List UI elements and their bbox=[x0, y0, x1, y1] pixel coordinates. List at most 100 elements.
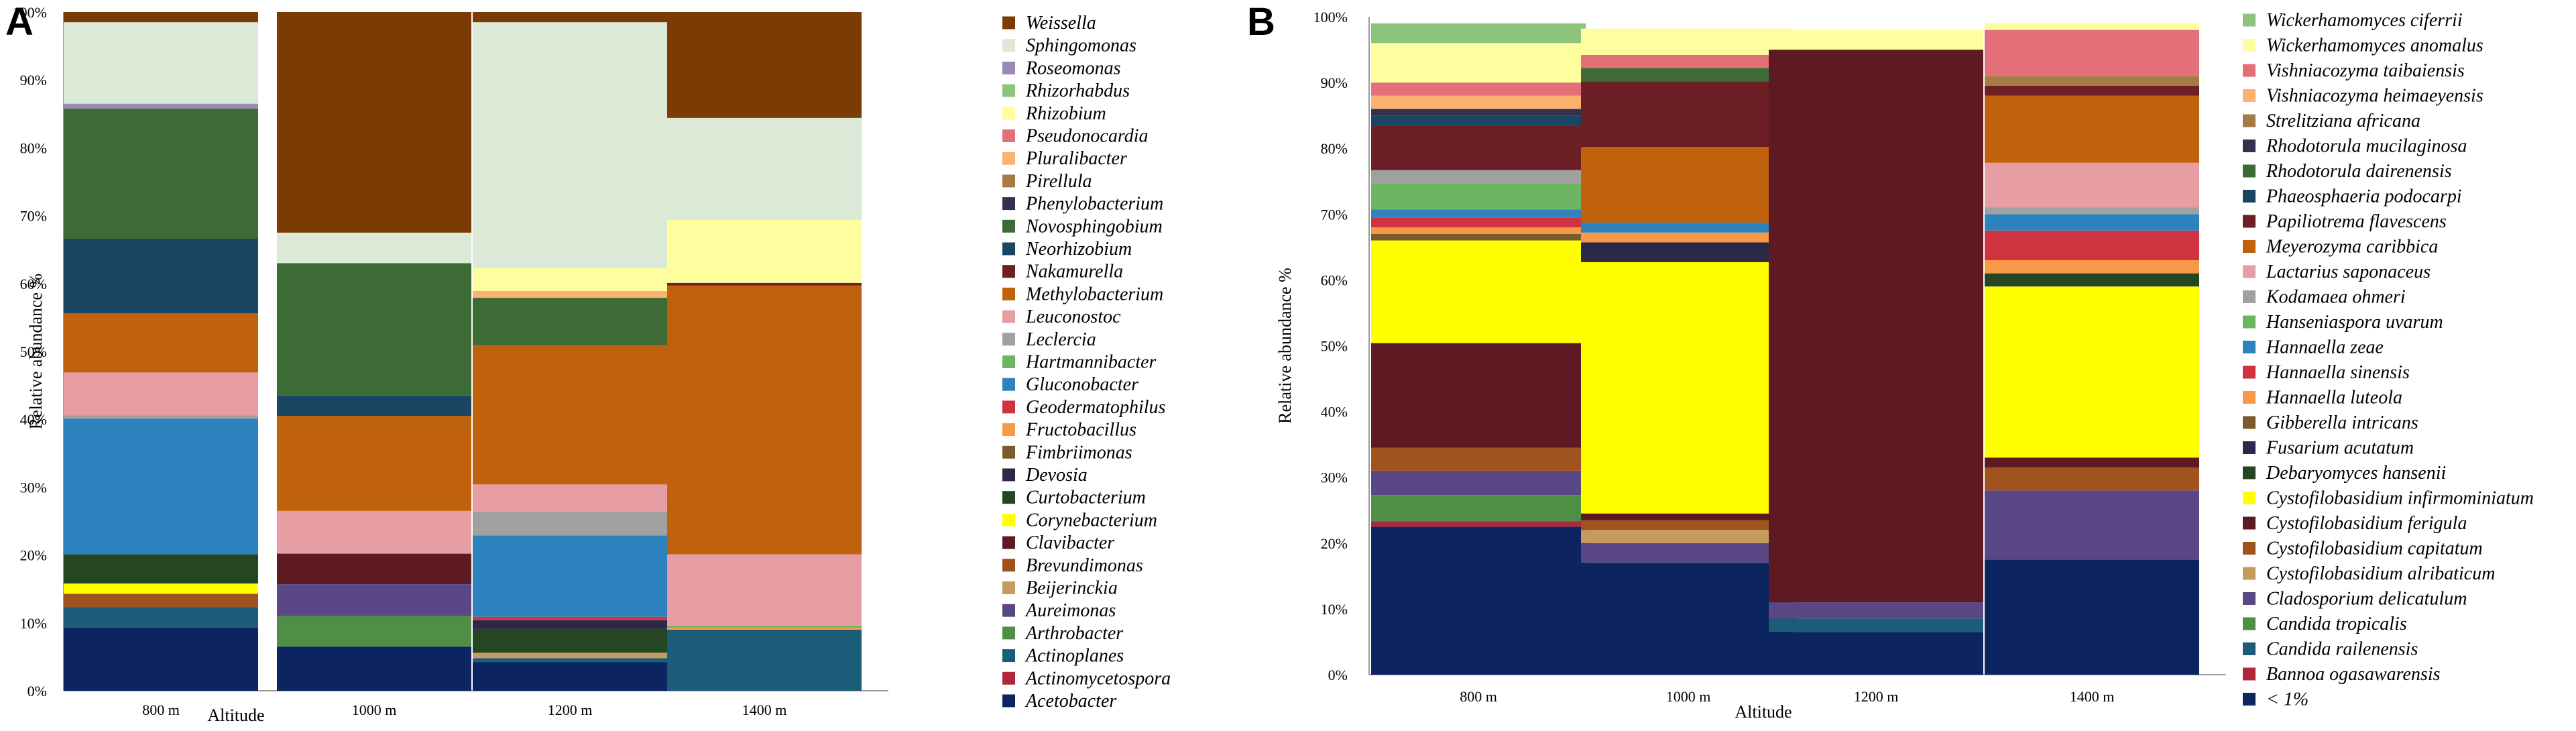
bar-segment bbox=[64, 22, 258, 104]
legend-entry: Hannaella zeae bbox=[2266, 337, 2384, 358]
legend-entry: Gibberella intricans bbox=[2266, 412, 2418, 433]
legend-entry: Curtobacterium bbox=[1026, 488, 1146, 508]
legend-entry: Arthrobacter bbox=[1024, 623, 1123, 644]
legend-entry: Fusarium acutatum bbox=[2266, 438, 2414, 459]
legend-swatch bbox=[2243, 617, 2256, 630]
legend-swatch bbox=[1002, 129, 1015, 142]
bar-segment bbox=[277, 646, 471, 691]
bar-segment bbox=[64, 627, 258, 691]
legend-entry: Papiliotrema flavescens bbox=[2266, 211, 2447, 232]
legend-swatch bbox=[2243, 315, 2256, 329]
bar-segment bbox=[1581, 543, 1796, 563]
y-tick-label: 30% bbox=[20, 479, 47, 496]
x-tick-label: 1400 m bbox=[742, 701, 787, 718]
bar-segment bbox=[64, 239, 258, 314]
y-tick-label: 80% bbox=[20, 139, 47, 156]
legend-swatch bbox=[1002, 219, 1015, 233]
legend-entry: Rhodotorula mucilaginosa bbox=[2266, 136, 2467, 157]
legend-swatch bbox=[1002, 152, 1015, 165]
x-tick-label: 1000 m bbox=[1666, 688, 1711, 705]
legend-entry: Aureimonas bbox=[1024, 600, 1116, 621]
bar-segment bbox=[473, 620, 667, 629]
legend-entry: Acetobacter bbox=[1024, 691, 1116, 712]
y-tick-label: 50% bbox=[1321, 338, 1348, 355]
bar-segment bbox=[277, 263, 471, 396]
y-tick-label: 20% bbox=[1321, 535, 1348, 552]
bar-segment bbox=[473, 628, 667, 653]
legend-swatch bbox=[1002, 491, 1015, 504]
legend-swatch bbox=[1002, 84, 1015, 97]
legend-swatch bbox=[2243, 516, 2256, 530]
y-tick-label: 10% bbox=[20, 615, 47, 632]
legend-entry: Neorhizobium bbox=[1025, 239, 1132, 260]
legend-swatch bbox=[2243, 542, 2256, 555]
legend-entry: Leclercia bbox=[1025, 329, 1096, 350]
y-tick-label: 0% bbox=[1328, 667, 1348, 683]
legend-entry: Vishniacozyma heimaeyensis bbox=[2266, 86, 2483, 107]
legend-entry: Candida railenensis bbox=[2266, 639, 2418, 660]
legend-entry: Clavibacter bbox=[1026, 532, 1114, 553]
bar-segment bbox=[667, 117, 862, 220]
panel-letter: A bbox=[5, 0, 34, 44]
legend-swatch bbox=[2243, 466, 2256, 480]
legend-swatch bbox=[1002, 287, 1015, 300]
bar-segment bbox=[1371, 447, 1586, 471]
bar-segment bbox=[64, 415, 258, 419]
legend-swatch bbox=[1002, 242, 1015, 256]
bar-segment bbox=[473, 22, 667, 268]
x-tick-label: 1200 m bbox=[548, 701, 593, 718]
legend-entry: Nakamurella bbox=[1025, 262, 1123, 282]
bar-segment bbox=[1985, 559, 2199, 675]
bar-segment bbox=[64, 607, 258, 628]
bar-segment bbox=[64, 372, 258, 416]
bar-segment bbox=[1769, 50, 1983, 603]
legend-swatch bbox=[2243, 114, 2256, 127]
bar-segment bbox=[1985, 30, 2199, 76]
legend-entry: Cystofilobasidium capitatum bbox=[2266, 539, 2483, 559]
bar-segment bbox=[667, 12, 862, 118]
bar-segment bbox=[1769, 632, 1983, 675]
bar-segment bbox=[1581, 81, 1796, 148]
y-tick-label: 90% bbox=[1321, 74, 1348, 91]
bar-segment bbox=[1581, 223, 1796, 233]
y-tick-label: 50% bbox=[20, 343, 47, 360]
legend-entry: < 1% bbox=[2266, 689, 2308, 710]
x-tick-label: 800 m bbox=[142, 701, 180, 718]
bar-segment bbox=[277, 616, 471, 647]
bar-segment bbox=[1371, 115, 1586, 125]
legend-entry: Vishniacozyma taibaiensis bbox=[2266, 60, 2465, 81]
bar-segment bbox=[1985, 23, 2199, 30]
legend-entry: Leuconostoc bbox=[1025, 306, 1121, 327]
bar-segment bbox=[64, 12, 258, 23]
legend-swatch bbox=[2243, 13, 2256, 27]
bar-segment bbox=[667, 554, 862, 626]
legend-swatch bbox=[1002, 604, 1015, 617]
bar-segment bbox=[473, 535, 667, 617]
y-tick-label: 100% bbox=[13, 4, 47, 21]
bar-segment bbox=[1581, 513, 1796, 520]
legend-swatch bbox=[2243, 341, 2256, 353]
bar-segment bbox=[667, 282, 862, 286]
bar-segment bbox=[1985, 467, 2199, 491]
legend-swatch bbox=[1002, 333, 1015, 346]
y-axis-title: Relative abundance % bbox=[26, 274, 46, 429]
bar-segment bbox=[1371, 233, 1586, 241]
legend-entry: Wickerhamomyces anomalus bbox=[2266, 36, 2483, 56]
bar-segment bbox=[1371, 343, 1586, 448]
legend-entry: Hannaella luteola bbox=[2266, 388, 2402, 408]
bar-segment bbox=[64, 108, 258, 239]
legend-swatch bbox=[2243, 89, 2256, 102]
legend-swatch bbox=[1002, 310, 1015, 323]
bar-segment bbox=[64, 583, 258, 594]
legend-entry: Geodermatophilus bbox=[1026, 397, 1166, 418]
y-tick-label: 100% bbox=[1313, 9, 1348, 25]
legend-entry: Rhodotorula dairenensis bbox=[2266, 161, 2452, 182]
x-axis-title: Altitude bbox=[1735, 702, 1792, 722]
bar-segment bbox=[667, 625, 862, 628]
legend-swatch bbox=[1002, 423, 1015, 437]
legend-entry: Roseomonas bbox=[1025, 58, 1121, 78]
bar-segment bbox=[1371, 521, 1586, 527]
bar-segment bbox=[1985, 273, 2199, 287]
legend-entry: Bannoa ogasawarensis bbox=[2266, 664, 2441, 685]
